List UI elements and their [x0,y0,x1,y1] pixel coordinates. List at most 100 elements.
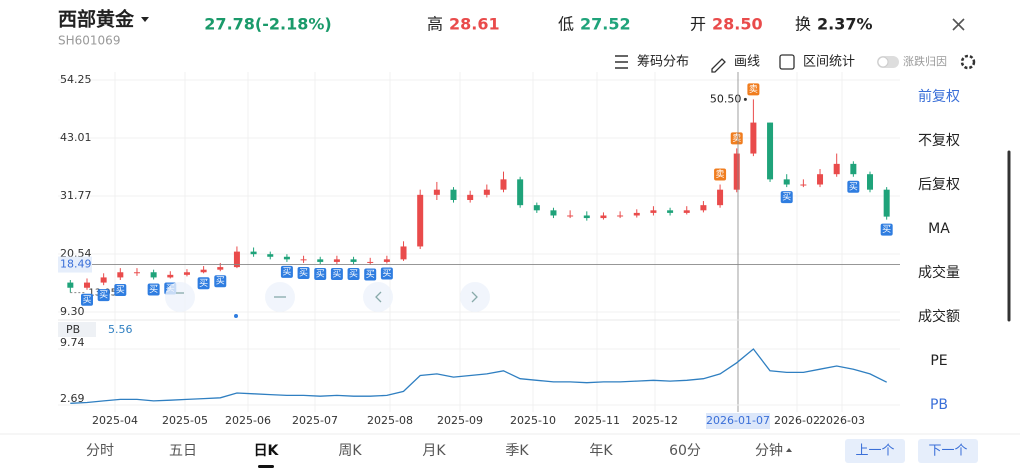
stat-label: 换 [795,15,811,34]
dot [234,314,238,318]
stat-value: 28.50 [712,15,763,34]
tab[interactable]: 季K [505,443,529,459]
x-tick-label: 2025-06 [225,414,271,427]
candle-body [383,259,390,262]
candle-body [883,189,890,217]
tab[interactable]: 月K [422,443,446,459]
nav-step-button[interactable] [845,439,905,463]
side-option: PE [930,353,947,369]
tab[interactable]: 年K [589,443,613,459]
buy-signal-label: 买 [299,267,308,278]
tab[interactable]: 分时 [86,443,114,459]
tab[interactable]: 分钟 [755,442,783,459]
candle-body [750,122,757,154]
candle-body [183,272,190,275]
buy-signal-label: 买 [216,276,225,287]
candle-body [350,259,357,262]
buy-signal-label: 买 [882,224,891,235]
candle-body [617,215,624,217]
stat-value: 2.37% [817,15,873,34]
crosshair-price: 18.49 [60,258,92,271]
nav-button[interactable] [165,282,195,312]
buy-signal [780,191,793,204]
x-tick-label: 2026-03 [819,414,865,427]
candle-body [500,179,507,190]
x-tick-label: 2025-04 [92,414,138,427]
pb-name: PB [66,323,80,336]
candle-body [550,210,557,216]
sell-signal [714,168,727,181]
candle-body [317,259,324,262]
sell-signal-label: 卖 [716,169,725,180]
dropdown-icon[interactable] [141,17,149,22]
y-tick-label: 9.30 [60,305,85,318]
nav-step-label: 下一个 [928,444,967,459]
stat-value: 27.52 [580,15,631,34]
pb-tick-label: 9.74 [60,336,85,349]
nav-step-button[interactable] [918,439,978,463]
crosshair-date: 2026-01-07 [706,414,770,427]
buy-signal [847,180,860,193]
buy-signal-label: 买 [99,290,108,301]
candle-body [117,272,124,278]
buy-signal [97,289,110,302]
nav-icon [375,291,382,303]
tab-underline [258,465,274,468]
candle-body [67,282,74,288]
candle-body [250,251,257,255]
buy-signal [314,268,327,280]
candle-body [600,215,607,219]
stat-label: 开 [690,15,706,34]
candle-body [517,179,524,206]
x-tick-label: 2025-08 [367,414,413,427]
settings-icon[interactable] [960,54,976,70]
candle-body [283,256,290,260]
candle-body [233,251,240,268]
sell-signal-label: 卖 [732,133,741,144]
high-marker [743,97,747,101]
pb-line [70,348,887,404]
tab[interactable]: 日K [254,443,280,459]
side-option: 成交量 [918,264,960,281]
tab[interactable]: 五日 [169,443,197,459]
tab[interactable]: 60分 [669,443,701,459]
buy-signal-label: 买 [199,278,208,289]
candle-body [150,272,157,278]
candle-body [733,153,740,190]
close-button[interactable] [952,18,965,31]
candle-body [300,259,307,261]
candle-body [683,210,690,213]
x-tick-label: 2025-07 [292,414,338,427]
buy-signal-label: 买 [849,181,858,192]
buy-signal [147,283,160,296]
candle-body [217,267,224,270]
crosshair-date-box [706,413,770,429]
toolbar-item: 筹码分布 [637,54,689,70]
buy-signal [880,223,893,236]
candle-body [817,174,824,185]
candle-body [333,259,340,262]
x-tick-label: 2026-02 [774,414,820,427]
nav-button[interactable] [363,282,393,312]
side-option: 不复权 [918,132,960,149]
candle-body [800,184,807,186]
buy-signal-label: 买 [782,192,791,203]
stat-label: 高 [427,15,443,34]
pb-tag [58,322,96,337]
candle-body [650,210,657,213]
candle-body [867,174,874,190]
y-tick-label: 43.01 [60,131,92,144]
icon-chips [615,55,628,69]
sell-signal [747,83,760,96]
side-option: PB [930,397,948,413]
candle-body [200,269,207,273]
candle-body [700,205,707,211]
tab[interactable]: 周K [338,443,362,459]
candle-body [850,163,857,175]
candle-body [100,277,107,283]
candle-body [133,272,140,274]
candle-body [533,205,540,211]
nav-button[interactable] [460,282,490,312]
buy-signal [114,284,127,296]
